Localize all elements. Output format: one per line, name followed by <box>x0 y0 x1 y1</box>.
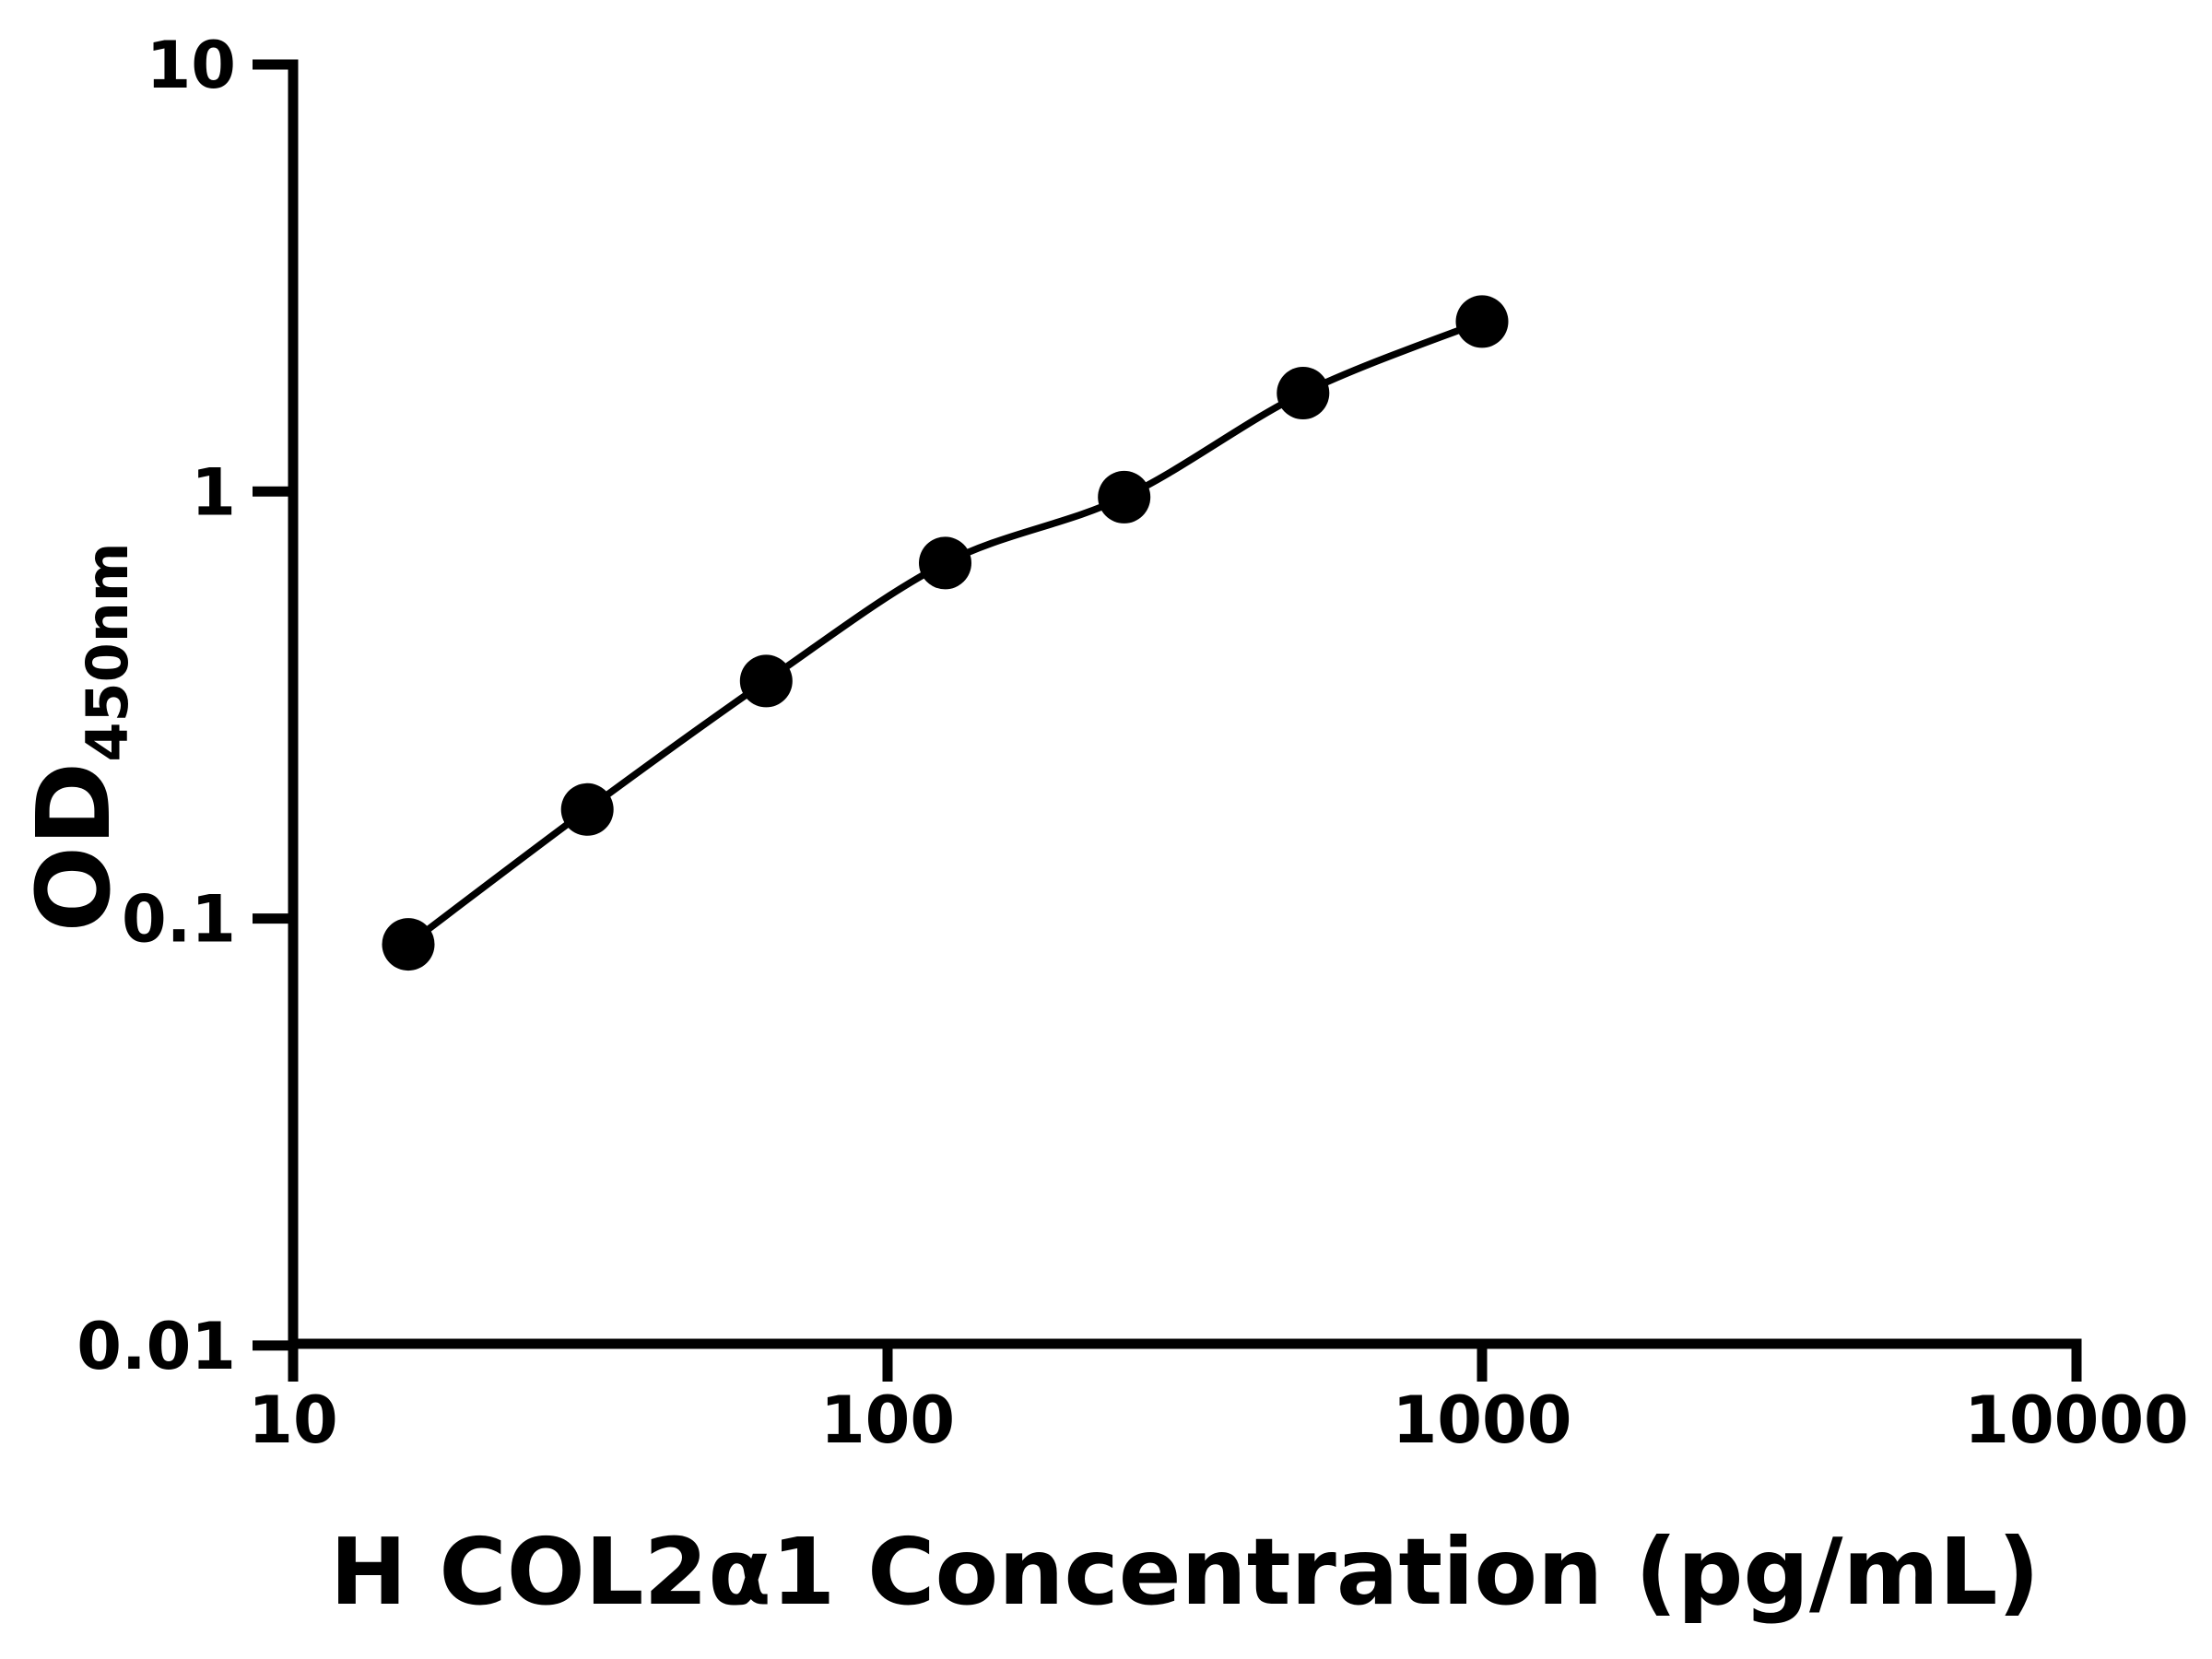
y-axis-title: OD450nm <box>15 543 141 933</box>
data-point-500 <box>1277 367 1330 419</box>
data-point-125 <box>919 536 971 590</box>
y-axis-title-main: OD <box>15 762 133 933</box>
y-tick-label-0.01: 0.01 <box>76 1309 236 1384</box>
data-point-31.25 <box>560 782 614 836</box>
y-tick-label-0.1: 0.1 <box>122 882 236 958</box>
axes <box>288 59 2082 1349</box>
standard-curve-line <box>406 318 1484 947</box>
data-point-250 <box>1098 470 1151 524</box>
x-axis-title: H COL2α1 Concentration (pg/mL) <box>330 1518 2040 1626</box>
data-point-1000 <box>1455 295 1509 348</box>
standard-curve-series <box>382 295 1509 971</box>
y-axis-title-subscript: 450nm <box>74 543 141 762</box>
data-point-62.5 <box>739 654 793 708</box>
x-tick-label-10000: 10000 <box>1964 1382 2189 1458</box>
y-tick-label-10: 10 <box>147 28 236 103</box>
x-tick-label-100: 100 <box>820 1382 955 1458</box>
y-tick-label-1: 1 <box>191 454 236 530</box>
data-point-15.625 <box>382 918 435 971</box>
x-tick-label-1000: 1000 <box>1393 1382 1572 1458</box>
x-tick-label-10: 10 <box>248 1382 337 1458</box>
axis-ticks <box>253 59 2082 1382</box>
